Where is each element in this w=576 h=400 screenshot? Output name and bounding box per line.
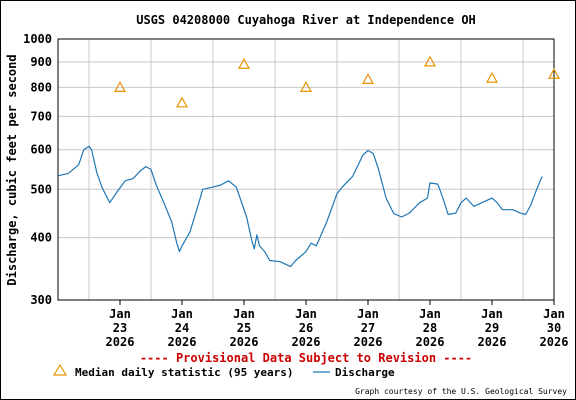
y-tick-label: 800 (30, 80, 52, 94)
legend-median-label: Median daily statistic (95 years) (75, 366, 294, 379)
median-point (113, 81, 127, 92)
chart-title: USGS 04208000 Cuyahoga River at Independ… (136, 13, 476, 27)
median-point (361, 73, 375, 84)
x-gridlines (88, 39, 524, 300)
median-point (175, 96, 189, 108)
x-tick-label: 2026 (292, 335, 321, 349)
provisional-data-notice: ---- Provisional Data Subject to Revisio… (140, 351, 472, 365)
x-tick-label: Jan (109, 307, 131, 321)
x-tick-label: Jan (481, 307, 503, 321)
x-tick-label: 27 (361, 321, 375, 335)
x-tick-label: 2026 (540, 335, 569, 349)
y-tick-label: 400 (30, 231, 52, 245)
discharge-series-line (57, 145, 543, 268)
x-tick-label: Jan (357, 307, 379, 321)
x-tick-label: 2026 (106, 335, 135, 349)
x-tick-label: Jan (295, 307, 317, 321)
legend: Median daily statistic (95 years) Discha… (52, 363, 395, 379)
median-point (299, 81, 313, 92)
x-tick-label: Jan (233, 307, 255, 321)
y-tick-label: 900 (30, 55, 52, 69)
x-tick-label: 30 (547, 321, 561, 335)
legend-discharge-label: Discharge (335, 366, 395, 379)
y-tick-label: 700 (30, 109, 52, 123)
x-tick-label: 26 (299, 321, 313, 335)
legend-median-triangle-icon (52, 363, 68, 376)
x-tick-label: 2026 (478, 335, 507, 349)
x-tick-label: 23 (113, 321, 127, 335)
y-tick-label: 300 (30, 293, 52, 307)
x-tick-label: Jan (171, 307, 193, 321)
y-tick-label: 1000 (23, 32, 52, 46)
x-tick-labels: Jan232026Jan242026Jan252026Jan262026Jan2… (106, 300, 569, 349)
y-gridlines (58, 61, 554, 239)
graph-credit: Graph courtesy of the U.S. Geological Su… (355, 387, 567, 396)
y-tick-label: 600 (30, 143, 52, 157)
x-tick-label: Jan (543, 307, 565, 321)
y-tick-labels: 1000 900 800 700 600 500 400 300 (23, 32, 52, 307)
median-point (485, 71, 499, 83)
x-tick-label: 2026 (416, 335, 445, 349)
x-tick-label: 2026 (354, 335, 383, 349)
x-tick-label: 28 (423, 321, 437, 335)
plot-area (57, 38, 555, 301)
x-tick-label: 25 (237, 321, 251, 335)
x-tick-label: 29 (485, 321, 499, 335)
x-tick-label: 2026 (168, 335, 197, 349)
y-tick-label: 500 (30, 182, 52, 196)
x-tick-label: 24 (175, 321, 189, 335)
x-tick-label: 2026 (230, 335, 259, 349)
x-tick-label: Jan (419, 307, 441, 321)
y-axis-label: Discharge, cubic feet per second (5, 54, 19, 285)
median-point (547, 67, 561, 79)
median-point (237, 58, 251, 69)
median-point (423, 55, 437, 67)
series-layer (57, 55, 561, 268)
